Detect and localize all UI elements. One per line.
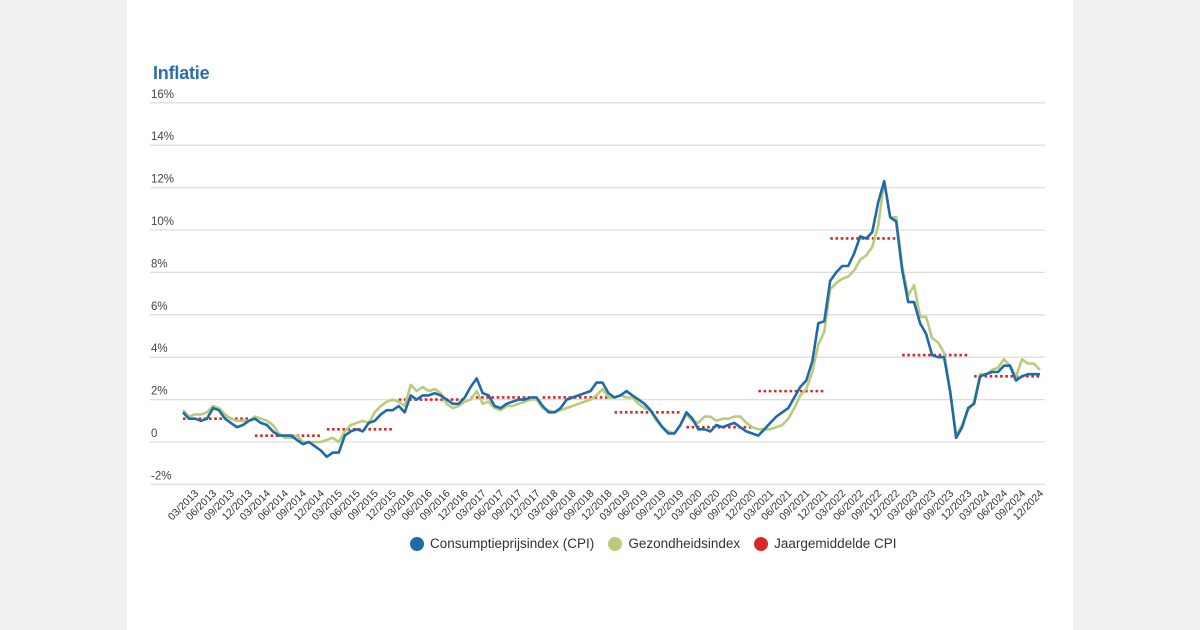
y-tick-label: -2% (151, 470, 171, 482)
annual-average-series (183, 237, 1040, 437)
grid-lines (150, 102, 1045, 486)
y-tick-label: 8% (151, 258, 168, 270)
legend-label: Jaargemiddelde CPI (774, 536, 897, 551)
y-axis-labels: -2% 0 2% 4% 6% 8% 10% 12% 14% 16% (151, 89, 174, 483)
health-index-line (182, 179, 1041, 444)
y-tick-label: 4% (151, 343, 168, 355)
chart-title: Inflatie (153, 63, 210, 83)
cpi-legend-dot-icon (410, 536, 424, 551)
legend-item-annual-cpi[interactable]: Jaargemiddelde CPI (754, 536, 896, 551)
y-tick-label: 14% (151, 131, 174, 143)
legend-label: Consumptieprijsindex (CPI) (430, 536, 595, 551)
legend-item-cpi[interactable]: Consumptieprijsindex (CPI) (410, 536, 594, 551)
y-tick-label: 6% (151, 301, 168, 313)
y-tick-label: 0 (151, 428, 157, 440)
y-tick-label: 10% (151, 216, 174, 228)
annual-legend-dot-icon (754, 536, 769, 551)
legend-item-health-index[interactable]: Gezondheidsindex (608, 536, 740, 551)
y-tick-label: 2% (151, 386, 168, 398)
legend-label: Gezondheidsindex (628, 536, 741, 551)
chart-legend: Consumptieprijsindex (CPI) Gezondheidsin… (410, 536, 910, 551)
cpi-line (182, 179, 1040, 459)
y-tick-label: 12% (151, 174, 174, 186)
health-legend-dot-icon (608, 536, 623, 551)
y-tick-label: 16% (151, 89, 174, 101)
x-axis-labels: 03/201306/201309/201312/201303/201406/20… (166, 488, 1046, 523)
